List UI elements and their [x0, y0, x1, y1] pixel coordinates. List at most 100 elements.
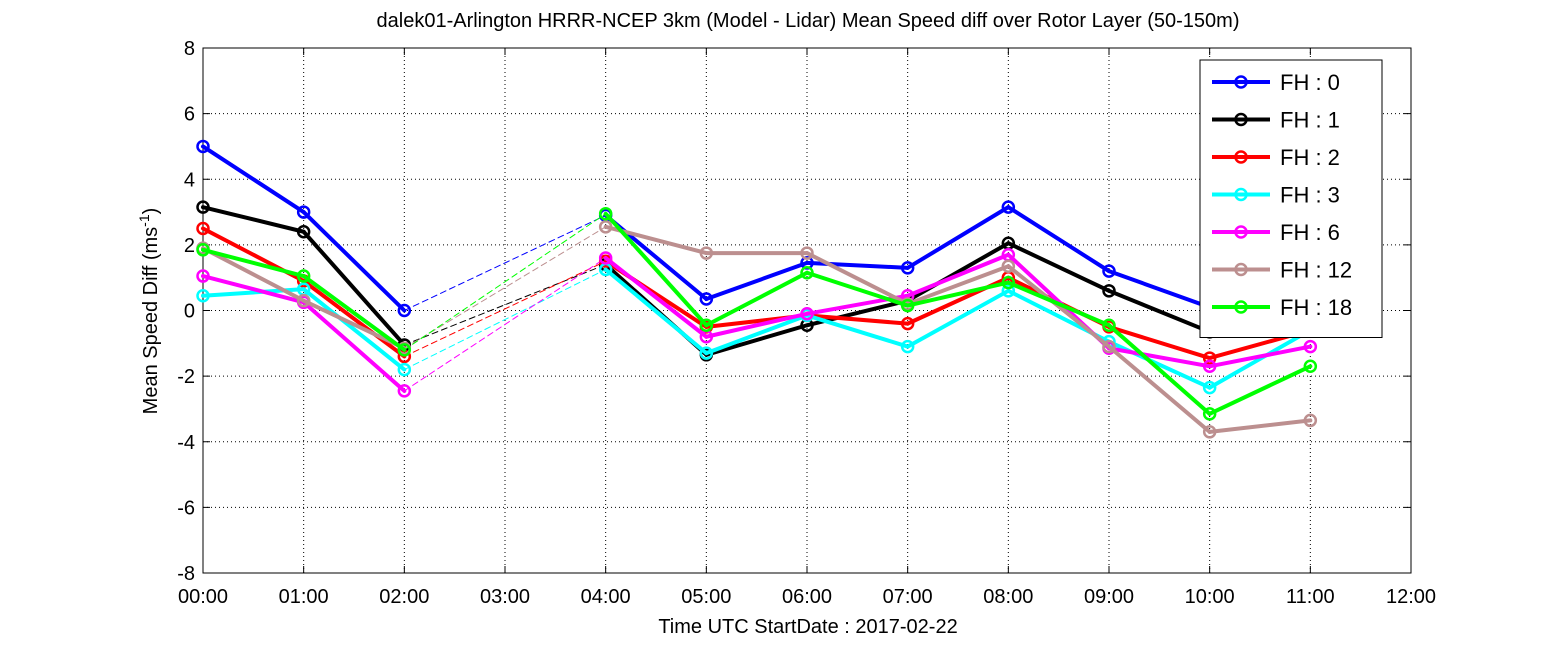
- x-tick-label: 12:00: [1386, 586, 1436, 608]
- x-tick-label: 09:00: [1084, 586, 1134, 608]
- data-point: [1202, 351, 1217, 365]
- series-fh-0: [196, 139, 1217, 318]
- y-axis-label-main: Mean Speed Diff (ms: [140, 227, 162, 415]
- series-line-segment: [1006, 205, 1111, 274]
- data-point: [900, 339, 915, 354]
- data-point: [397, 384, 412, 398]
- series-line-segment: [201, 205, 306, 234]
- y-tick-label: 0: [184, 301, 195, 323]
- data-point: [598, 206, 613, 221]
- data-point: [900, 316, 915, 331]
- series-line-segment: [603, 256, 709, 339]
- data-point: [1303, 413, 1318, 428]
- series-line-segment: [805, 251, 910, 306]
- y-axis-label-superscript: -1: [136, 214, 152, 227]
- data-point: [196, 288, 210, 303]
- data-point: [296, 269, 311, 283]
- data-point: [800, 246, 814, 260]
- series-line-segment: [1006, 280, 1111, 328]
- series-line-segment: [201, 274, 306, 305]
- series-gap-line: [403, 213, 607, 351]
- series-line-segment: [201, 247, 306, 279]
- y-tick-label: -6: [177, 497, 195, 519]
- series-line-segment: [301, 229, 407, 347]
- x-tick-label: 06:00: [782, 586, 832, 608]
- y-tick-label: -8: [177, 563, 195, 585]
- series-line-segment: [201, 246, 306, 303]
- x-tick-label: 07:00: [883, 586, 933, 608]
- legend-swatch-marker: [1234, 75, 1248, 89]
- x-tick-label: 01:00: [279, 586, 329, 608]
- data-point: [598, 220, 613, 234]
- legend-label: FH : 1: [1280, 108, 1340, 133]
- y-tick-label: -2: [177, 366, 195, 388]
- series-fh-18: [196, 206, 1318, 421]
- series-line-segment: [805, 313, 910, 349]
- series-line-segment: [905, 205, 1011, 270]
- series-line-segment: [301, 298, 407, 351]
- data-point: [1001, 200, 1016, 214]
- series-line-segment: [1107, 324, 1212, 361]
- y-axis-label-close: ): [140, 208, 162, 215]
- x-tick-label: 00:00: [178, 586, 228, 608]
- legend-swatch-marker: [1234, 262, 1248, 277]
- series-line-segment: [704, 260, 809, 302]
- series-line-segment: [301, 210, 407, 313]
- series-line-segment: [1107, 269, 1212, 310]
- series-line-segment: [805, 260, 910, 270]
- series-line-segment: [704, 313, 809, 356]
- legend-swatch-marker: [1234, 187, 1248, 202]
- data-point: [1202, 359, 1217, 374]
- series-line-segment: [1207, 418, 1313, 434]
- legend-label: FH : 12: [1280, 258, 1352, 283]
- data-point: [1202, 425, 1217, 439]
- data-point: [900, 261, 915, 275]
- data-point: [196, 200, 210, 214]
- data-point: [1202, 407, 1217, 421]
- legend-swatch-marker: [1234, 300, 1248, 314]
- data-point: [800, 307, 814, 321]
- legend-label: FH : 0: [1280, 70, 1340, 95]
- data-point: [598, 251, 613, 265]
- data-point: [1102, 339, 1116, 354]
- series-fh-12: [196, 220, 1318, 439]
- y-tick-label: 8: [184, 38, 195, 60]
- series-line-segment: [603, 267, 709, 356]
- series-gap-line: [403, 264, 607, 346]
- series-line-segment: [1006, 241, 1111, 293]
- y-tick-label: 2: [184, 235, 195, 257]
- series-gap-line: [403, 260, 607, 357]
- legend: FH : 0 FH : 1 FH : 2 FH : 3 FH : 6 FH : 12 FH …: [1199, 59, 1383, 338]
- data-point: [196, 221, 210, 236]
- legend-box: [1199, 59, 1383, 338]
- data-point: [397, 343, 412, 357]
- series-gap-line: [403, 214, 607, 311]
- y-axis-label: Mean Speed Diff (ms-1): [136, 208, 162, 415]
- series-line-segment: [301, 278, 407, 359]
- data-point: [1303, 359, 1318, 374]
- x-tick-label: 08:00: [983, 586, 1033, 608]
- series-line-segment: [704, 311, 809, 339]
- series-line-segment: [805, 270, 910, 308]
- data-point: [1102, 284, 1116, 298]
- legend-swatch-marker: [1234, 150, 1248, 164]
- data-point: [1303, 339, 1318, 354]
- series-line-segment: [704, 323, 809, 357]
- legend-label: FH : 3: [1280, 183, 1340, 208]
- legend-swatch-marker: [1234, 225, 1248, 239]
- x-tick-label: 10:00: [1185, 586, 1235, 608]
- series-line-segment: [301, 300, 407, 393]
- series-line-segment: [1107, 346, 1212, 369]
- series-line-segment: [805, 313, 910, 326]
- y-tick-label: 4: [184, 169, 195, 191]
- x-tick-label: 05:00: [681, 586, 731, 608]
- series-line-segment: [905, 252, 1011, 298]
- series-line-segment: [1207, 328, 1313, 390]
- axes: 00:00 01:00 02:00 03:00 04:00 05:00 06:00 07:00…: [177, 38, 1436, 608]
- x-axis-label: Time UTC StartDate : 2017-02-22: [658, 616, 957, 638]
- series-group: [196, 139, 1318, 439]
- x-tick-label: 11:00: [1286, 586, 1335, 608]
- data-point: [397, 362, 412, 377]
